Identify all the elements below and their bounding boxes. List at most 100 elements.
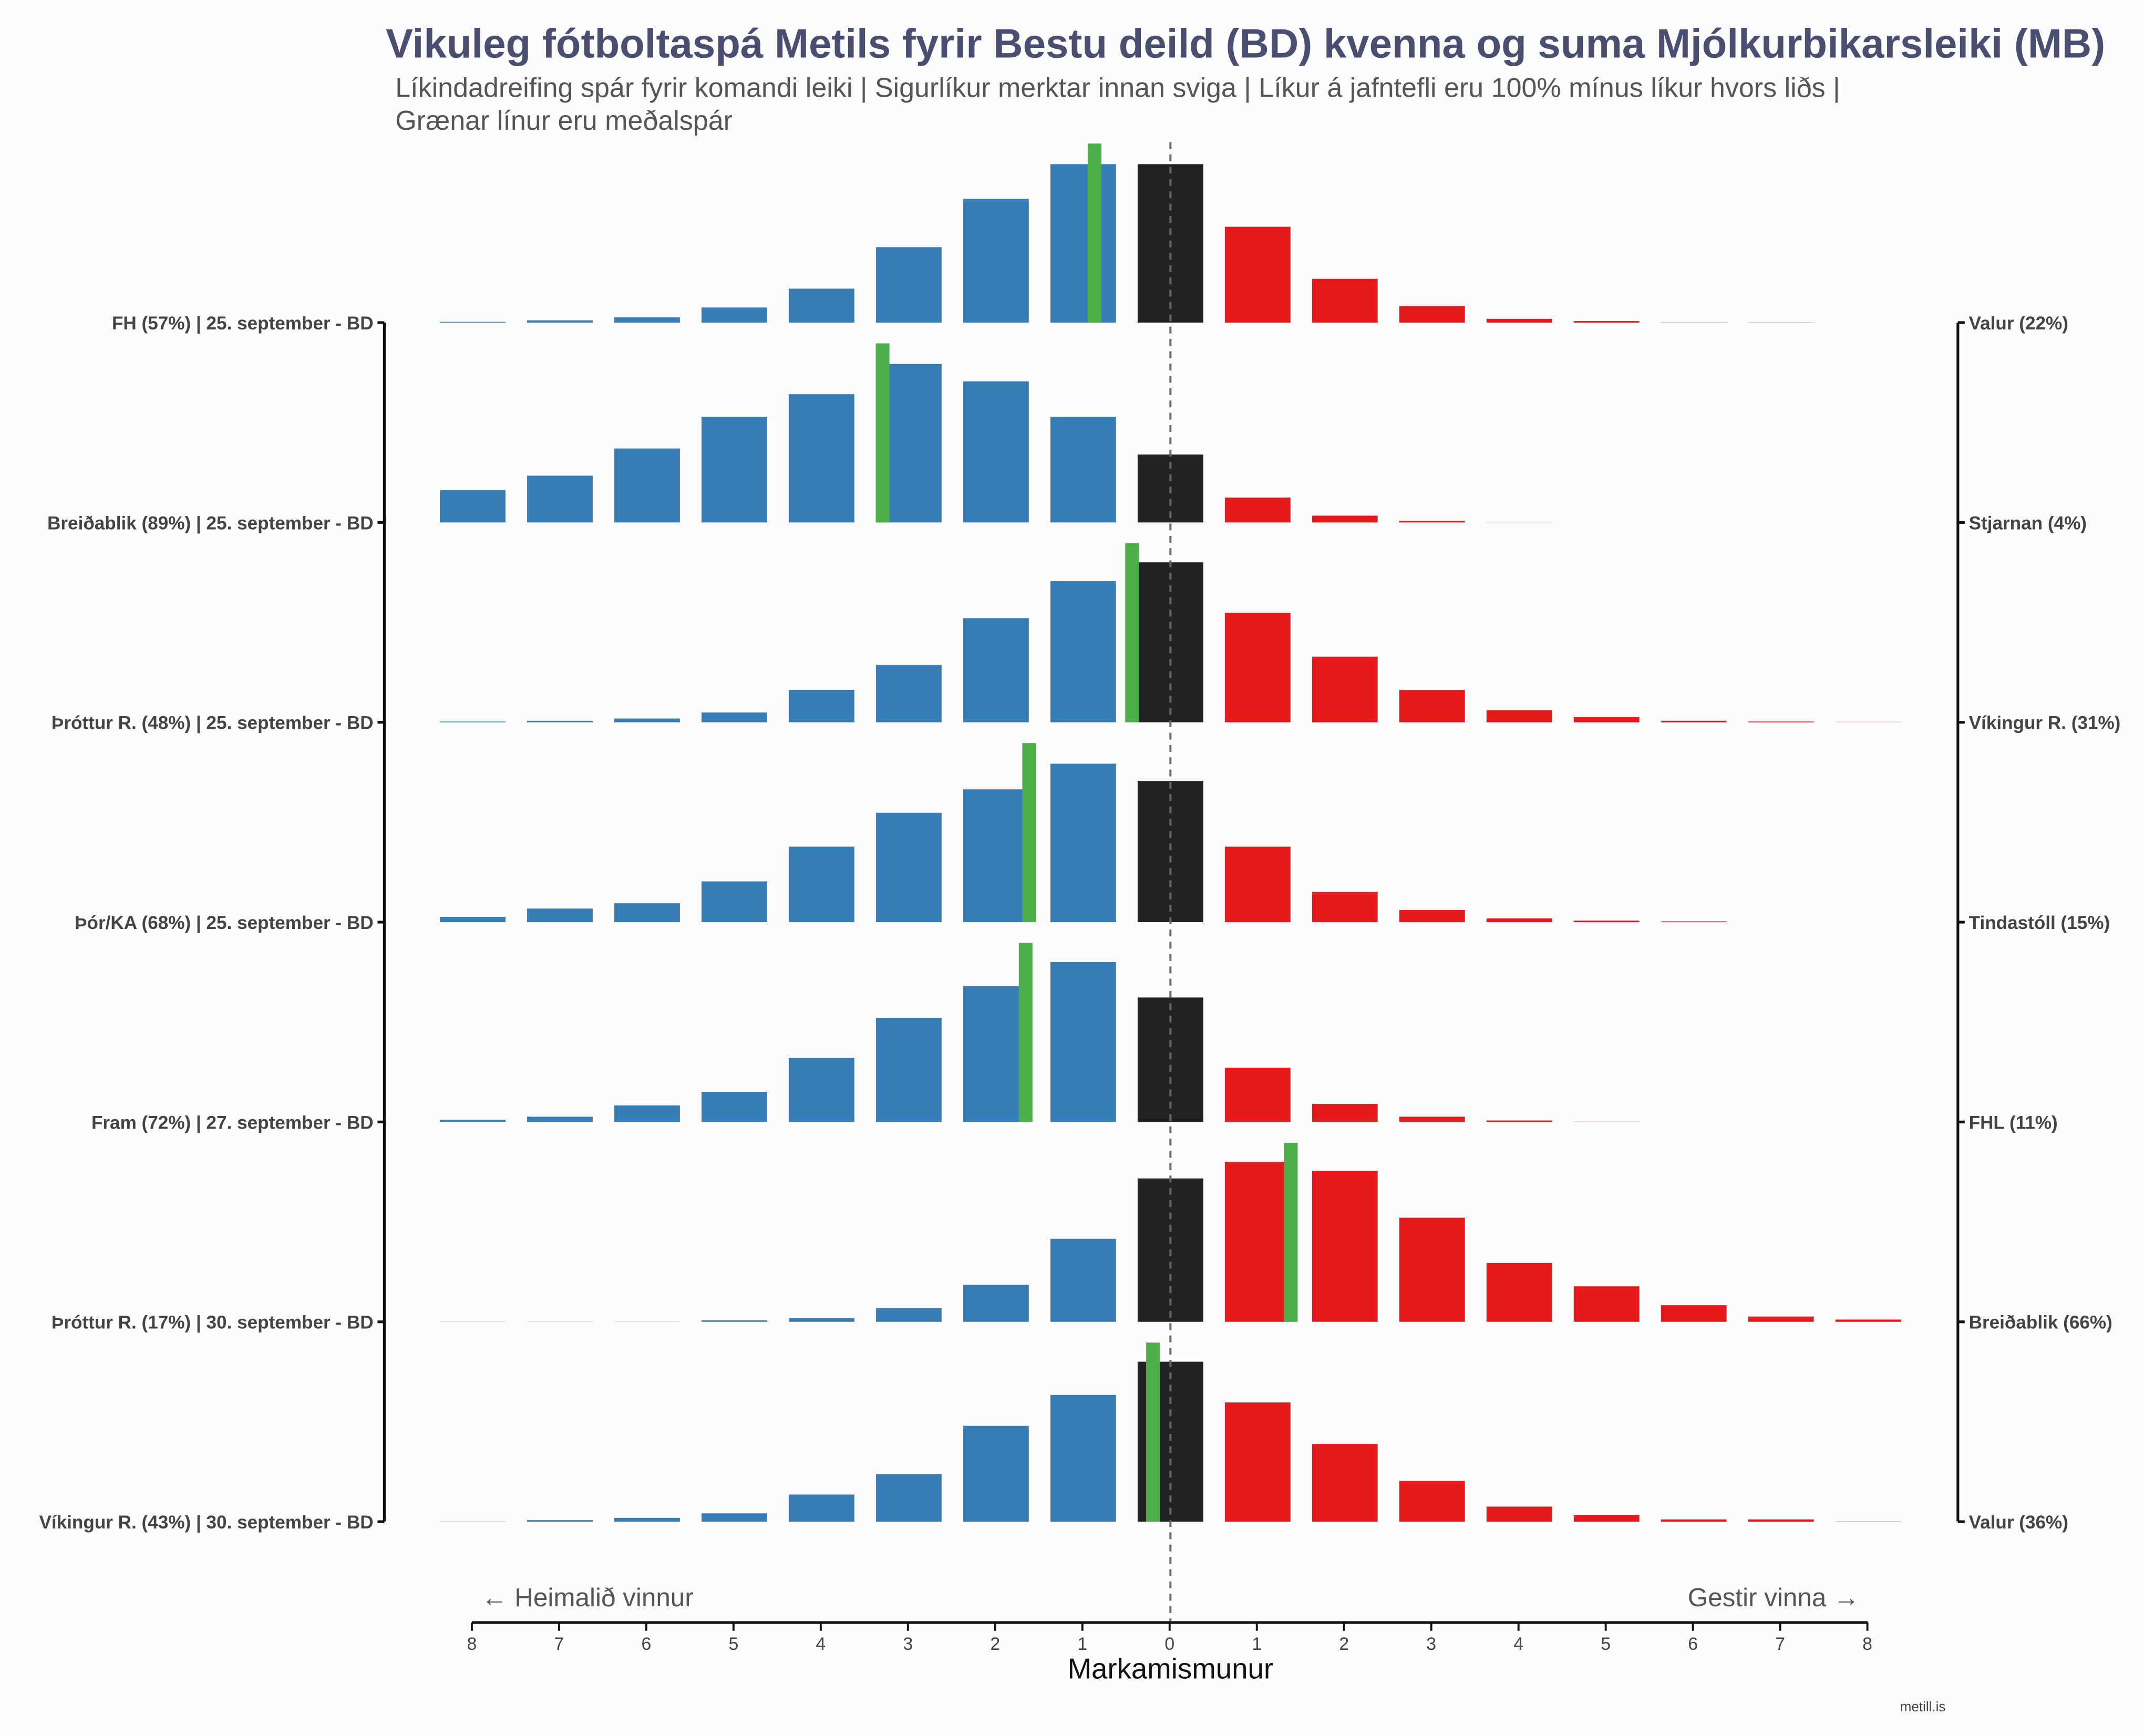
home-win-bar bbox=[701, 881, 767, 923]
away-win-bar bbox=[1835, 1319, 1901, 1322]
x-tick-label: 7 bbox=[554, 1634, 564, 1654]
home-win-bar bbox=[701, 712, 767, 722]
away-win-bar bbox=[1748, 1316, 1814, 1322]
away-team-label: Valur (22%) bbox=[1969, 313, 2068, 334]
away-win-bar bbox=[1399, 306, 1465, 323]
home-win-bar bbox=[875, 1308, 942, 1322]
x-tick-label: 7 bbox=[1775, 1634, 1785, 1654]
away-win-bar bbox=[1312, 1171, 1378, 1322]
home-team-label: Breiðablik (89%) | 25. september - BD bbox=[47, 513, 374, 533]
x-tick-label: 8 bbox=[1862, 1634, 1872, 1654]
home-win-bar bbox=[788, 846, 854, 923]
away-win-bar bbox=[1573, 1515, 1640, 1522]
home-win-bar bbox=[875, 812, 942, 923]
chart-subtitle-line-2: Grænar línur eru meðalspár bbox=[395, 106, 733, 136]
mean-prediction-line bbox=[875, 343, 890, 523]
home-team-label: Þróttur R. (17%) | 30. september - BD bbox=[51, 1313, 374, 1333]
home-team-label: Víkingur R. (43%) | 30. september - BD bbox=[39, 1512, 373, 1533]
away-win-bar bbox=[1573, 1121, 1640, 1122]
home-win-bar bbox=[1050, 581, 1116, 722]
away-win-bar bbox=[1312, 892, 1378, 923]
home-win-bar bbox=[875, 1474, 942, 1522]
home-win-bar bbox=[527, 1520, 593, 1522]
away-win-bar bbox=[1312, 1103, 1378, 1122]
home-win-bar bbox=[701, 1513, 767, 1522]
home-win-bar bbox=[614, 448, 680, 523]
home-win-bar bbox=[788, 1058, 854, 1122]
away-win-bar bbox=[1573, 921, 1640, 923]
home-team-label: Þróttur R. (48%) | 25. september - BD bbox=[51, 713, 374, 733]
away-win-bar bbox=[1399, 1117, 1465, 1122]
home-win-bar bbox=[788, 288, 854, 323]
away-win-bar bbox=[1224, 226, 1291, 323]
home-win-bar bbox=[527, 320, 593, 323]
mean-prediction-line bbox=[1018, 943, 1033, 1122]
home-win-bar bbox=[701, 1320, 767, 1322]
home-team-label: Fram (72%) | 27. september - BD bbox=[91, 1112, 374, 1133]
home-win-bar bbox=[788, 1494, 854, 1522]
away-win-bar bbox=[1486, 1506, 1552, 1522]
home-win-bar bbox=[701, 307, 767, 323]
home-win-bar bbox=[701, 1091, 767, 1122]
away-wins-annotation: Gestir vinna → bbox=[1688, 1583, 1860, 1612]
away-win-bar bbox=[1486, 318, 1552, 323]
home-win-bar bbox=[1050, 1238, 1116, 1322]
x-tick-label: 1 bbox=[1077, 1634, 1087, 1654]
away-win-bar bbox=[1312, 1444, 1378, 1522]
home-team-label: Þór/KA (68%) | 25. september - BD bbox=[75, 913, 373, 933]
away-win-bar bbox=[1661, 1519, 1727, 1522]
away-win-bar bbox=[1312, 656, 1378, 722]
home-win-bar bbox=[440, 322, 506, 323]
x-tick-label: 2 bbox=[1339, 1634, 1349, 1654]
away-win-bar bbox=[1748, 721, 1814, 722]
x-axis-title: Markamismunur bbox=[1068, 1653, 1274, 1685]
away-win-bar bbox=[1312, 515, 1378, 523]
home-win-bar bbox=[614, 317, 680, 323]
home-win-bar bbox=[440, 1321, 506, 1322]
bars-layer bbox=[440, 143, 1901, 1522]
home-win-bar bbox=[788, 689, 854, 722]
away-win-bar bbox=[1661, 720, 1727, 722]
home-win-bar bbox=[1050, 962, 1116, 1122]
home-win-bar bbox=[527, 1117, 593, 1122]
chart-subtitle-line-1: Líkindadreifing spár fyrir komandi leiki… bbox=[395, 73, 1840, 104]
x-tick-label: 6 bbox=[1688, 1634, 1698, 1654]
home-win-bar bbox=[963, 618, 1029, 722]
x-tick-label: 4 bbox=[816, 1634, 826, 1654]
away-win-bar bbox=[1224, 846, 1291, 923]
x-tick-label: 4 bbox=[1513, 1634, 1523, 1654]
away-win-bar bbox=[1399, 1481, 1465, 1522]
x-ticks: 8 7 6 5 4 3 2 1 0 1 2 3 4 5 6 7 8 bbox=[467, 1623, 1872, 1654]
x-tick-label: 2 bbox=[990, 1634, 1000, 1654]
home-win-bar bbox=[440, 490, 506, 523]
away-win-bar bbox=[1748, 1519, 1814, 1522]
home-win-bar bbox=[875, 1018, 942, 1122]
away-win-bar bbox=[1486, 1263, 1552, 1322]
home-win-bar bbox=[440, 721, 506, 722]
home-win-bar bbox=[614, 1517, 680, 1522]
home-win-bar bbox=[440, 1120, 506, 1122]
x-tick-label: 3 bbox=[1426, 1634, 1436, 1654]
away-team-label: Stjarnan (4%) bbox=[1969, 513, 2087, 533]
away-win-bar bbox=[1312, 278, 1378, 323]
x-tick-label: 5 bbox=[728, 1634, 738, 1654]
x-tick-label: 1 bbox=[1252, 1634, 1262, 1654]
home-win-bar bbox=[440, 1521, 506, 1522]
home-win-bar bbox=[788, 394, 854, 523]
mean-prediction-line bbox=[1125, 543, 1139, 722]
home-win-bar bbox=[614, 903, 680, 923]
home-win-bar bbox=[875, 247, 942, 323]
mean-prediction-line bbox=[1022, 743, 1036, 923]
x-tick-label: 5 bbox=[1601, 1634, 1611, 1654]
home-win-bar bbox=[1050, 164, 1116, 323]
home-win-bar bbox=[440, 916, 506, 923]
away-team-label: FHL (11%) bbox=[1969, 1112, 2058, 1133]
home-win-bar bbox=[1050, 417, 1116, 523]
source-credit: metill.is bbox=[1900, 1699, 1946, 1714]
mean-prediction-line bbox=[1284, 1142, 1298, 1322]
x-tick-label: 0 bbox=[1164, 1634, 1174, 1654]
away-win-bar bbox=[1661, 1305, 1727, 1322]
home-win-bar bbox=[701, 417, 767, 523]
home-win-bar bbox=[527, 476, 593, 523]
